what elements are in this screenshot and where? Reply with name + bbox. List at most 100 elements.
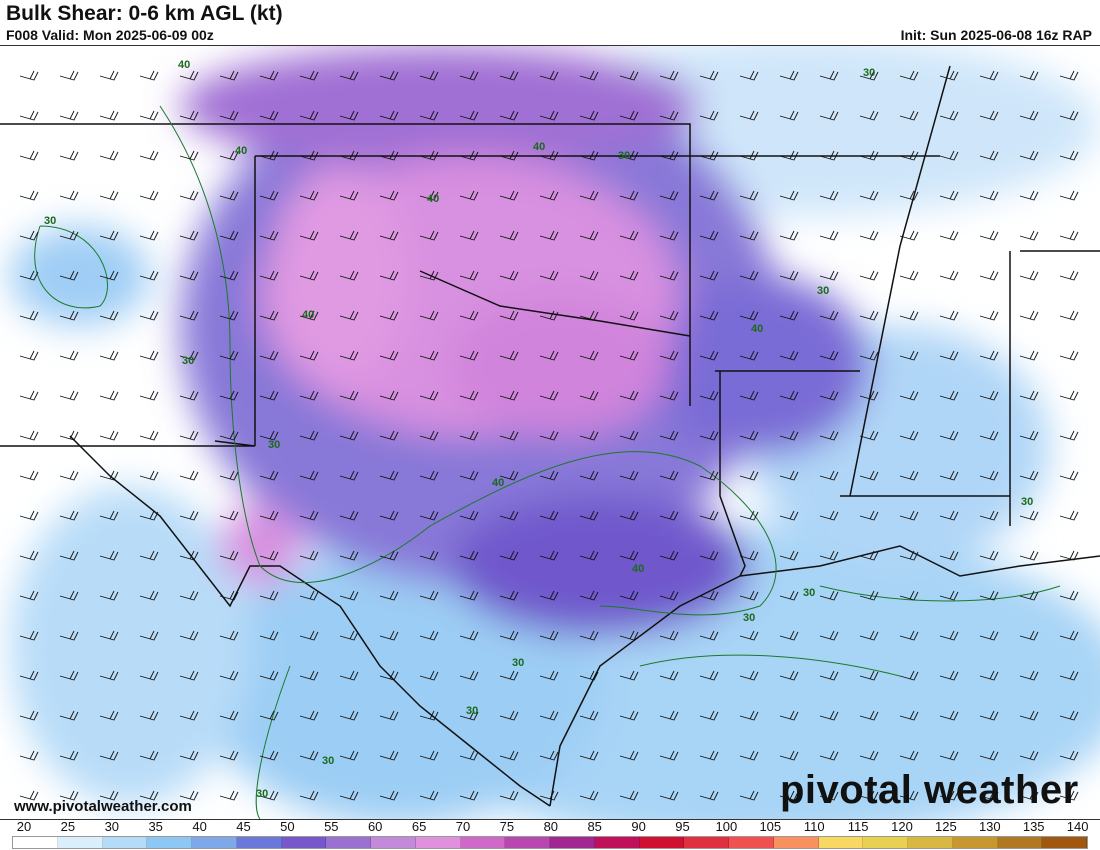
wind-barb — [939, 670, 959, 681]
wind-barb — [459, 790, 479, 801]
wind-barb — [1019, 790, 1039, 801]
wind-barb — [739, 230, 759, 241]
wind-barb — [139, 630, 159, 641]
wind-barb — [1059, 150, 1079, 161]
wind-barb — [299, 350, 319, 361]
colorbar-swatch — [952, 837, 998, 848]
colorbar-swatch — [13, 837, 58, 848]
wind-barb — [619, 230, 639, 241]
wind-barb — [819, 70, 839, 81]
wind-barb — [859, 750, 879, 761]
wind-barb — [579, 470, 599, 481]
wind-barb — [699, 150, 719, 161]
wind-barb — [979, 630, 999, 641]
wind-barb — [899, 750, 919, 761]
wind-barb — [419, 350, 439, 361]
wind-barb — [699, 510, 719, 521]
shear-map[interactable]: 40 40 30 40 30 30 40 30 40 30 30 40 40 4… — [0, 45, 1100, 820]
wind-barb — [859, 430, 879, 441]
wind-barb — [219, 110, 239, 121]
wind-barb — [1019, 510, 1039, 521]
wind-barb — [619, 550, 639, 561]
contour-label: 30 — [268, 439, 280, 451]
wind-barb — [459, 110, 479, 121]
wind-barb — [499, 70, 519, 81]
wind-barb — [579, 190, 599, 201]
wind-barb — [859, 710, 879, 721]
wind-barb — [819, 550, 839, 561]
wind-barb — [379, 390, 399, 401]
wind-barb — [379, 150, 399, 161]
wind-barb — [899, 590, 919, 601]
wind-barb — [179, 430, 199, 441]
wind-barb — [899, 670, 919, 681]
wind-barb — [99, 550, 119, 561]
wind-barb — [539, 790, 559, 801]
website-url[interactable]: www.pivotalweather.com — [14, 798, 192, 815]
wind-barb — [179, 750, 199, 761]
wind-barb — [1059, 190, 1079, 201]
wind-barb — [139, 430, 159, 441]
wind-barb — [219, 590, 239, 601]
wind-barb — [419, 790, 439, 801]
wind-barb — [59, 70, 79, 81]
wind-barb — [979, 190, 999, 201]
wind-barb — [819, 510, 839, 521]
colorbar-swatch — [371, 837, 416, 848]
wind-barb — [339, 350, 359, 361]
wind-barb — [939, 550, 959, 561]
wind-barb — [259, 390, 279, 401]
wind-barb — [779, 110, 799, 121]
wind-barb — [539, 590, 559, 601]
wind-barb — [659, 390, 679, 401]
wind-barb — [739, 630, 759, 641]
wind-barb — [499, 310, 519, 321]
colorbar-tick-label: 100 — [715, 819, 738, 834]
wind-barb — [139, 590, 159, 601]
wind-barb — [819, 750, 839, 761]
contour-label: 30 — [256, 788, 268, 800]
wind-barb — [819, 350, 839, 361]
wind-barb — [59, 550, 79, 561]
wind-barb — [419, 150, 439, 161]
wind-barb — [619, 750, 639, 761]
wind-barb — [339, 670, 359, 681]
wind-barb — [299, 270, 319, 281]
wind-barb — [859, 510, 879, 521]
wind-barb — [299, 190, 319, 201]
wind-barb — [259, 70, 279, 81]
wind-barb — [59, 630, 79, 641]
wind-barb — [859, 190, 879, 201]
wind-barb — [859, 390, 879, 401]
wind-barb — [59, 230, 79, 241]
wind-barb — [659, 190, 679, 201]
wind-barb — [219, 70, 239, 81]
wind-barb — [539, 630, 559, 641]
wind-barb — [259, 510, 279, 521]
contour-label: 40 — [427, 193, 439, 205]
contour-label: 40 — [751, 323, 763, 335]
wind-barb — [659, 430, 679, 441]
colorbar-tick-label: 45 — [236, 819, 251, 834]
colorbar-swatch — [773, 837, 819, 848]
wind-barb — [819, 390, 839, 401]
wind-barb — [59, 590, 79, 601]
wind-barb — [259, 590, 279, 601]
wind-barb — [619, 590, 639, 601]
wind-barb — [259, 270, 279, 281]
wind-barb — [819, 470, 839, 481]
wind-barb — [19, 350, 39, 361]
wind-barb — [1059, 710, 1079, 721]
wind-barb — [139, 350, 159, 361]
wind-barb — [939, 310, 959, 321]
colorbar-tick-label: 120 — [891, 819, 913, 834]
colorbar-swatch — [550, 837, 595, 848]
wind-barb — [1019, 270, 1039, 281]
wind-barb — [499, 790, 519, 801]
wind-barb — [899, 470, 919, 481]
wind-barb — [579, 350, 599, 361]
wind-barb — [979, 150, 999, 161]
wind-barb — [1059, 750, 1079, 761]
wind-barb — [659, 750, 679, 761]
wind-barb — [19, 310, 39, 321]
